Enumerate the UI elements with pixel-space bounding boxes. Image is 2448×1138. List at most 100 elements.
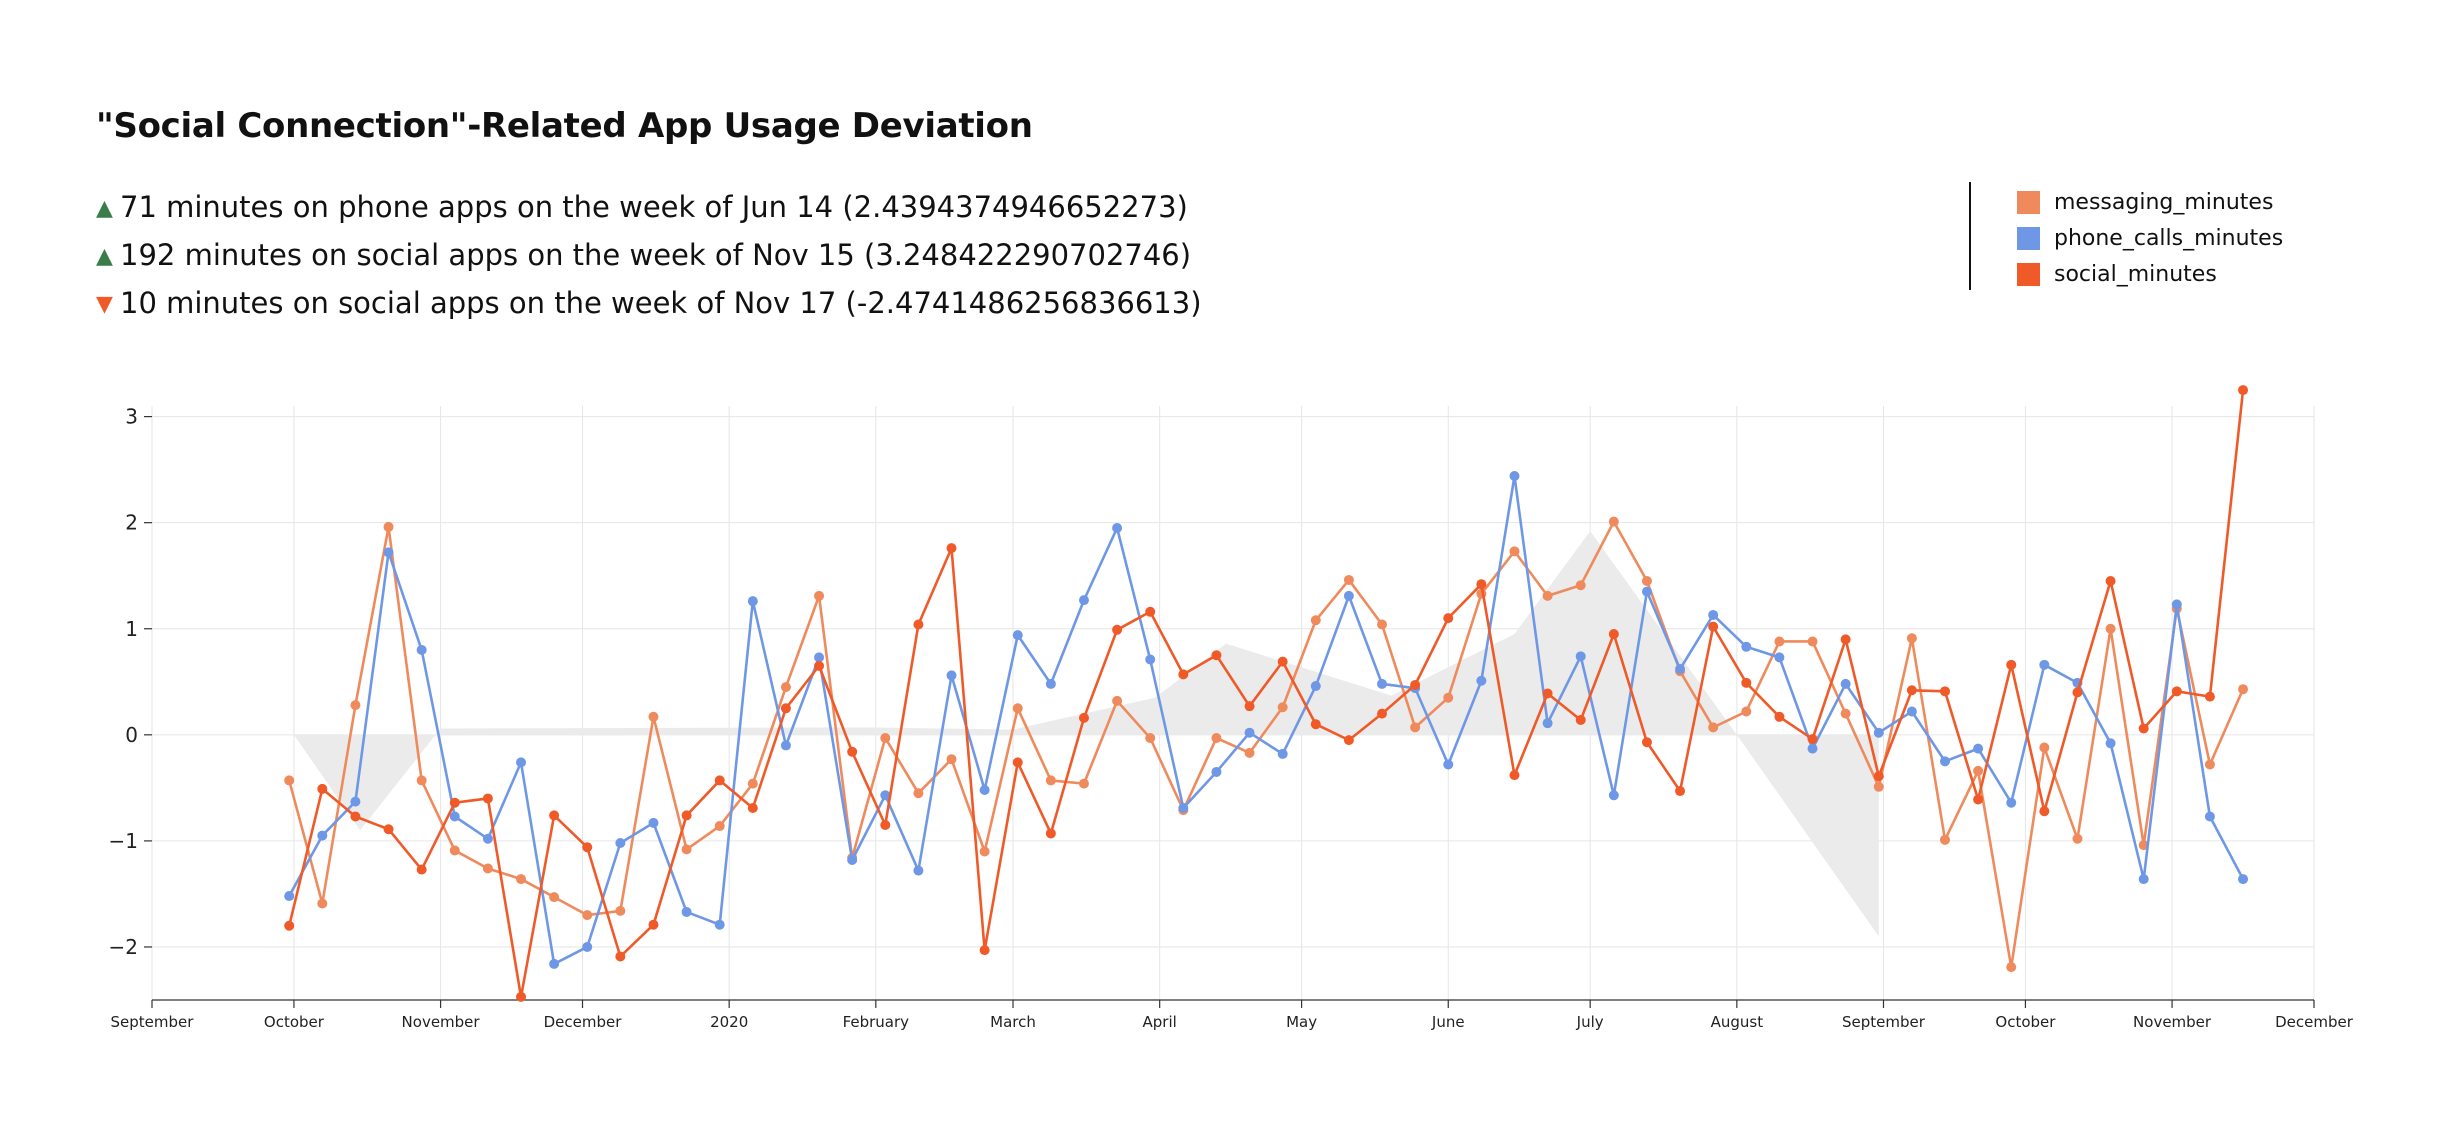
data-point-social-minutes: [615, 951, 626, 962]
data-point-phone-calls-minutes: [1873, 727, 1884, 738]
data-point-phone-calls-minutes: [1575, 651, 1586, 662]
data-point-social-minutes: [2039, 806, 2050, 817]
data-point-social-minutes: [482, 793, 493, 804]
data-point-messaging-minutes: [2238, 684, 2249, 695]
data-point-social-minutes: [1310, 719, 1321, 730]
data-point-messaging-minutes: [1807, 636, 1818, 647]
annotation-1: ▲ 71 minutes on phone apps on the week of…: [96, 190, 1188, 224]
data-point-phone-calls-minutes: [1145, 654, 1156, 665]
data-point-phone-calls-minutes: [1112, 522, 1123, 533]
data-point-social-minutes: [913, 619, 924, 630]
data-point-phone-calls-minutes: [1807, 743, 1818, 754]
data-point-social-minutes: [814, 660, 825, 671]
data-point-social-minutes: [714, 775, 725, 786]
data-point-phone-calls-minutes: [1840, 678, 1851, 689]
data-point-phone-calls-minutes: [1906, 706, 1917, 717]
x-tick-label: December: [544, 1013, 623, 1031]
data-point-social-minutes: [979, 945, 990, 956]
data-point-social-minutes: [1244, 701, 1255, 712]
y-tick-label: 0: [125, 723, 138, 747]
data-point-phone-calls-minutes: [780, 740, 791, 751]
data-point-messaging-minutes: [1575, 580, 1586, 591]
data-point-social-minutes: [1178, 669, 1189, 680]
data-point-messaging-minutes: [1840, 708, 1851, 719]
legend-label: social_minutes: [2054, 261, 2217, 287]
data-point-phone-calls-minutes: [317, 830, 328, 841]
data-point-social-minutes: [780, 703, 791, 714]
data-point-messaging-minutes: [1045, 775, 1056, 786]
data-point-social-minutes: [2238, 385, 2249, 396]
data-point-phone-calls-minutes: [350, 796, 361, 807]
data-point-phone-calls-minutes: [1774, 652, 1785, 663]
series-line-messaging-minutes: [287, 520, 2245, 969]
data-point-messaging-minutes: [284, 775, 295, 786]
data-point-social-minutes: [1675, 786, 1686, 797]
x-tick-label: June: [1431, 1013, 1465, 1031]
data-point-messaging-minutes: [780, 682, 791, 693]
data-point-social-minutes: [1443, 613, 1454, 624]
annotation-3: ▼ 10 minutes on social apps on the week o…: [96, 286, 1202, 320]
x-tick-label: March: [990, 1013, 1036, 1031]
data-point-messaging-minutes: [1012, 703, 1023, 714]
data-point-social-minutes: [1774, 711, 1785, 722]
data-point-phone-calls-minutes: [2138, 874, 2149, 885]
data-point-phone-calls-minutes: [979, 784, 990, 795]
data-point-phone-calls-minutes: [1310, 681, 1321, 692]
legend-divider: [1969, 182, 1971, 290]
data-point-social-minutes: [1343, 735, 1354, 746]
data-point-phone-calls-minutes: [615, 838, 626, 849]
x-tick-label: July: [1576, 1013, 1604, 1031]
data-point-messaging-minutes: [1973, 765, 1984, 776]
legend-swatch: [2017, 226, 2040, 250]
data-point-social-minutes: [1045, 828, 1056, 839]
legend-item-messaging[interactable]: messaging_minutes: [2017, 184, 2283, 220]
data-point-social-minutes: [1509, 770, 1520, 781]
y-tick-label: −1: [109, 829, 138, 853]
data-point-phone-calls-minutes: [648, 817, 659, 828]
shaded-area: [293, 531, 1879, 937]
data-point-phone-calls-minutes: [549, 958, 560, 969]
data-point-social-minutes: [284, 920, 295, 931]
data-point-phone-calls-minutes: [814, 652, 825, 663]
data-point-social-minutes: [2072, 687, 2083, 698]
x-tick-label: September: [1842, 1013, 1926, 1031]
data-point-phone-calls-minutes: [1476, 675, 1487, 686]
data-point-messaging-minutes: [747, 778, 758, 789]
data-point-phone-calls-minutes: [2105, 738, 2116, 749]
data-point-messaging-minutes: [1641, 576, 1652, 587]
data-point-phone-calls-minutes: [482, 833, 493, 844]
data-point-messaging-minutes: [648, 711, 659, 722]
data-point-social-minutes: [1807, 734, 1818, 745]
data-point-social-minutes: [1476, 579, 1487, 590]
data-point-social-minutes: [1012, 757, 1023, 768]
data-point-phone-calls-minutes: [1542, 718, 1553, 729]
data-point-social-minutes: [2006, 659, 2017, 670]
data-point-messaging-minutes: [1145, 733, 1156, 744]
data-point-messaging-minutes: [1774, 636, 1785, 647]
data-point-messaging-minutes: [2006, 962, 2017, 973]
x-tick-label: November: [402, 1013, 481, 1031]
x-tick-label: October: [1995, 1013, 2056, 1031]
annotation-1-text: 71 minutes on phone apps on the week of …: [120, 190, 1188, 224]
x-tick-label: August: [1711, 1013, 1764, 1031]
legend-item-social[interactable]: social_minutes: [2017, 256, 2283, 292]
data-point-social-minutes: [1211, 650, 1222, 661]
data-point-messaging-minutes: [1244, 747, 1255, 758]
legend-item-phone-calls[interactable]: phone_calls_minutes: [2017, 220, 2283, 256]
data-point-social-minutes: [1840, 634, 1851, 645]
data-point-social-minutes: [648, 919, 659, 930]
data-point-phone-calls-minutes: [1973, 743, 1984, 754]
data-point-social-minutes: [2171, 686, 2182, 697]
data-point-social-minutes: [1410, 679, 1421, 690]
data-point-messaging-minutes: [1310, 615, 1321, 626]
data-point-phone-calls-minutes: [2171, 599, 2182, 610]
data-point-messaging-minutes: [449, 845, 460, 856]
data-point-messaging-minutes: [1509, 546, 1520, 557]
data-point-messaging-minutes: [482, 863, 493, 874]
data-point-messaging-minutes: [2204, 759, 2215, 770]
data-point-social-minutes: [383, 824, 394, 835]
x-tick-label: April: [1143, 1013, 1177, 1031]
data-point-phone-calls-minutes: [1244, 727, 1255, 738]
data-point-messaging-minutes: [1277, 702, 1288, 713]
data-point-social-minutes: [1575, 714, 1586, 725]
